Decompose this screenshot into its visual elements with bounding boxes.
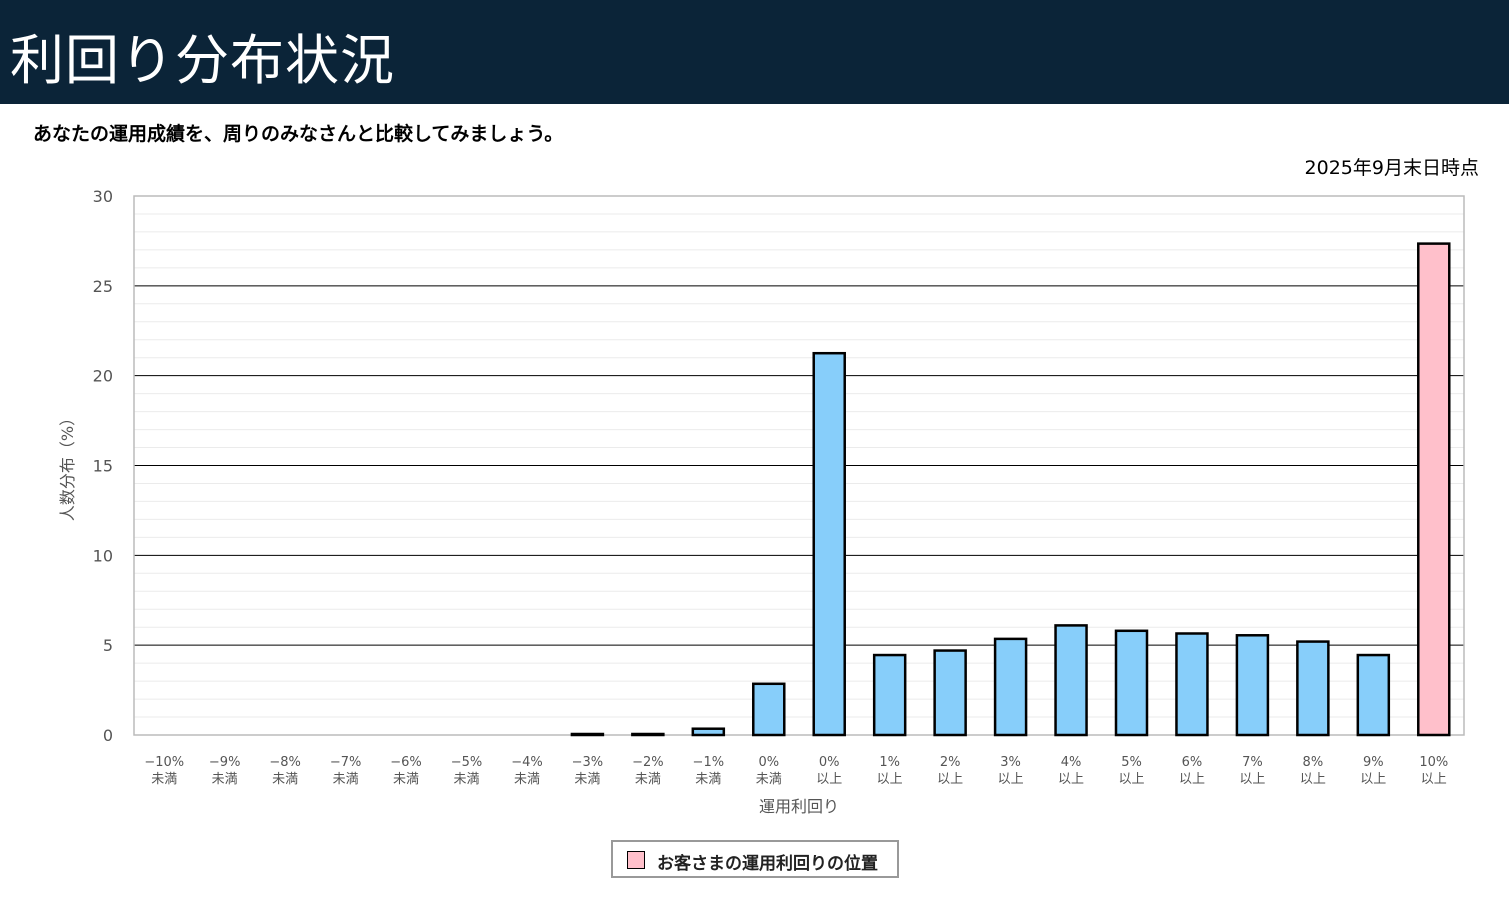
x-tick-label: 3% bbox=[1000, 755, 1021, 770]
bar bbox=[752, 682, 786, 737]
x-tick-label: 8% bbox=[1303, 755, 1324, 770]
y-tick-label: 30 bbox=[93, 187, 113, 206]
x-tick-label: 以上 bbox=[1179, 772, 1205, 787]
bar-highlight bbox=[1417, 242, 1451, 737]
x-tick-label: 未満 bbox=[151, 772, 177, 787]
y-tick-label: 15 bbox=[93, 457, 113, 476]
y-tick-label: 0 bbox=[103, 726, 113, 745]
x-tick-label: 未満 bbox=[333, 772, 359, 787]
y-tick-label: 20 bbox=[93, 367, 113, 386]
x-tick-label: 以上 bbox=[816, 772, 842, 787]
x-tick-label: 以上 bbox=[1239, 772, 1265, 787]
bar bbox=[1114, 629, 1149, 737]
x-tick-label: 以上 bbox=[1360, 772, 1386, 787]
x-tick-label: 未満 bbox=[635, 772, 661, 787]
as-of-date: 2025年9月末日時点 bbox=[1304, 157, 1479, 179]
legend-swatch bbox=[627, 851, 645, 869]
x-tick-label: −4% bbox=[511, 755, 543, 770]
x-tick-label: 以上 bbox=[998, 772, 1024, 787]
x-tick-label: 未満 bbox=[574, 772, 600, 787]
bar bbox=[631, 732, 665, 737]
y-axis-label: 人数分布（%） bbox=[58, 410, 77, 521]
page-title: 利回り分布状況 bbox=[10, 29, 395, 92]
x-tick-label: 以上 bbox=[1421, 772, 1447, 787]
x-tick-label: 以上 bbox=[1300, 772, 1326, 787]
x-tick-label: 0% bbox=[819, 755, 840, 770]
x-tick-label: 未満 bbox=[272, 772, 298, 787]
bar bbox=[1235, 634, 1270, 737]
x-tick-label: 7% bbox=[1242, 755, 1263, 770]
x-tick-label: 5% bbox=[1121, 755, 1142, 770]
x-tick-label: 4% bbox=[1061, 755, 1082, 770]
lead-text: あなたの運用成績を、周りのみなさんと比較してみましょう。 bbox=[33, 123, 564, 145]
x-tick-label: −5% bbox=[451, 755, 483, 770]
bar bbox=[1356, 653, 1391, 737]
x-tick-label: −7% bbox=[330, 755, 362, 770]
y-tick-label: 25 bbox=[93, 277, 113, 296]
x-tick-label: 6% bbox=[1182, 755, 1203, 770]
x-tick-label: 1% bbox=[879, 755, 900, 770]
bar bbox=[1296, 640, 1330, 737]
x-tick-label: 未満 bbox=[756, 772, 782, 787]
bar bbox=[1175, 632, 1209, 737]
bar bbox=[1054, 624, 1088, 737]
plot-frame bbox=[133, 195, 1465, 736]
x-tick-label: −8% bbox=[269, 755, 301, 770]
y-tick-label: 5 bbox=[103, 636, 113, 655]
bar bbox=[691, 727, 726, 737]
x-tick-label: 未満 bbox=[453, 772, 479, 787]
bar bbox=[570, 732, 605, 737]
x-axis-label: 運用利回り bbox=[759, 797, 839, 816]
x-tick-label: 以上 bbox=[1118, 772, 1144, 787]
x-tick-label: 未満 bbox=[393, 772, 419, 787]
x-tick-label: 未満 bbox=[695, 772, 721, 787]
bar bbox=[993, 637, 1028, 737]
yield-distribution-chart: 0 5 10 15 20 25 30 人数分布（%） −10% 未満 −9% 未満 −8% 未満 −7% 未満… bbox=[58, 187, 1465, 816]
bar bbox=[933, 649, 967, 737]
x-tick-label: 以上 bbox=[937, 772, 963, 787]
chart-legend: お客さまの運用利回りの位置 bbox=[611, 840, 899, 878]
x-tick-label: 未満 bbox=[514, 772, 540, 787]
y-tick-label: 10 bbox=[93, 546, 113, 565]
bar bbox=[812, 351, 846, 737]
x-tick-label: 未満 bbox=[212, 772, 238, 787]
x-tick-label: −2% bbox=[632, 755, 664, 770]
bar bbox=[872, 653, 907, 737]
x-tick-label: 以上 bbox=[877, 772, 903, 787]
x-tick-label: −6% bbox=[390, 755, 422, 770]
x-tick-label: 0% bbox=[758, 755, 779, 770]
x-tick-label: 10% bbox=[1419, 755, 1448, 770]
x-tick-label: −1% bbox=[693, 755, 725, 770]
x-tick-label: 2% bbox=[940, 755, 961, 770]
page-header: 利回り分布状況 bbox=[0, 0, 1509, 104]
x-tick-label: −10% bbox=[144, 755, 184, 770]
legend-label: お客さまの運用利回りの位置 bbox=[657, 854, 878, 874]
x-tick-label: −9% bbox=[209, 755, 241, 770]
x-tick-label: 9% bbox=[1363, 755, 1384, 770]
x-tick-label: 以上 bbox=[1058, 772, 1084, 787]
x-tick-label: −3% bbox=[572, 755, 604, 770]
